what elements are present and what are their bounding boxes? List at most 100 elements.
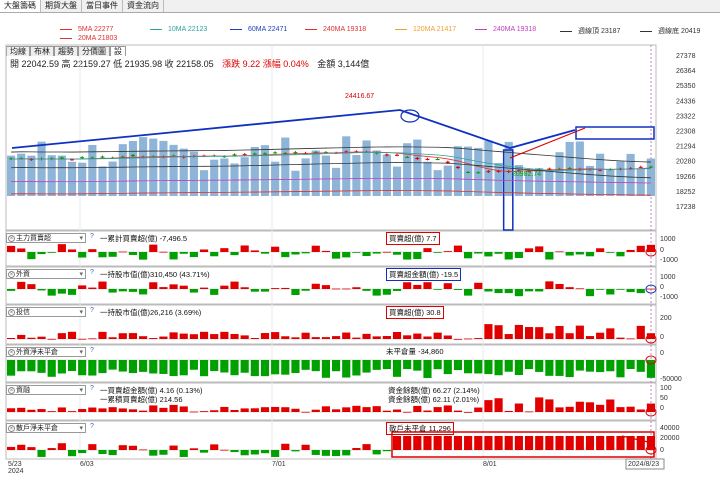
indicator-bar [220,331,229,339]
close-icon[interactable]: × [8,425,15,432]
indicator-bar [210,252,219,257]
volume-bar [37,141,46,196]
subtab-settings[interactable]: 設 [110,46,126,56]
help-icon[interactable]: ? [90,269,94,276]
indicator-bar [139,336,148,339]
indicator-bar [271,360,280,375]
legend-swatch [475,29,487,30]
candle-body [283,152,288,154]
close-icon[interactable]: × [8,309,15,316]
price-axis-label: 27378 [676,53,696,60]
indicator-bar [88,287,97,289]
volume-bar [332,167,341,196]
indicator-bar [545,333,554,339]
panel-axis-label: 50 [660,395,668,402]
low-annotation: 20982.74 [512,171,541,178]
indicator-bar [7,245,16,252]
candle-body [313,152,318,154]
subtab-trend[interactable]: 趨勢 [54,46,78,56]
legend-item: 週線頂 23187 [560,26,620,36]
indicator-bar [98,331,107,339]
indicator-bar [403,282,412,289]
indicator-bar [149,360,158,374]
indicator-bar [504,436,513,450]
help-icon[interactable]: ? [90,385,94,392]
panel-info-text: 一持股市值(億)26,216 (3.69%) [100,308,202,317]
indicator-select[interactable]: 外資 × [6,269,86,280]
help-icon[interactable]: ? [90,423,94,430]
candle-body [262,153,267,155]
indicator-bar [57,407,66,412]
volume-bar [281,137,290,196]
tab-futures[interactable]: 期貨大盤 [41,0,82,12]
indicator-bar [17,444,26,450]
indicator-bar [494,436,503,450]
indicator-bar [636,436,645,450]
indicator-bar [372,289,381,296]
indicator-bar [392,331,402,339]
indicator-bar [474,360,483,374]
indicator-bar [281,287,290,289]
volume-bar [372,150,381,196]
indicator-bar [453,436,463,450]
indicator-bar [342,360,351,378]
indicator-bar [514,289,523,297]
indicator-bar [474,282,483,289]
indicator-bar [443,335,452,339]
panel-value-box: 未平倉量 -34,860 [386,347,444,356]
price-panel-frame [5,44,657,231]
close-icon[interactable]: × [8,387,15,394]
indicator-bar [78,360,87,376]
indicator-bar [7,338,16,339]
indicator-bar [321,337,330,339]
indicator-select[interactable]: 散戶淨未平倉 × [6,423,86,434]
volume-bar [555,152,564,196]
candle-body [445,161,450,163]
tab-fund-flow[interactable]: 資金流向 [123,0,164,12]
indicator-bar [108,360,117,370]
indicator-bar [524,327,534,339]
indicator-select[interactable]: 資融 × [6,385,86,396]
indicator-select[interactable]: 主力買賣超 × [6,233,86,244]
legend-item: 60MA 22471 [230,26,287,33]
indicator-bar [332,360,341,372]
indicator-bar [291,450,300,452]
close-icon[interactable]: × [8,349,15,356]
panel-axis-label: 0 [660,247,664,254]
indicator-bar [382,450,391,452]
ohlc-volume: 金額 3,144億 [317,59,370,69]
price-axis-label: 17238 [676,204,696,211]
indicator-bar [128,333,138,339]
help-icon[interactable]: ? [90,307,94,314]
indicator-bar [37,450,46,457]
indicator-bar [616,252,625,257]
indicator-bar [250,250,259,252]
candle-body [130,154,135,157]
candle-body [638,166,643,168]
candle-body [425,158,430,160]
indicator-bar [108,289,117,293]
close-icon[interactable]: × [8,235,15,242]
tab-daily-events[interactable]: 當日事件 [82,0,123,12]
indicator-bar [464,411,473,413]
tab-market-chips[interactable]: 大盤籌碼 [0,0,41,12]
subtab-volume-profile[interactable]: 分價圖 [78,46,110,56]
volume-bar [210,159,219,196]
indicator-bar [443,283,452,289]
panel-axis-label: -50000 [660,376,682,383]
close-icon[interactable]: × [8,271,15,278]
indicator-select[interactable]: 投信 × [6,307,86,318]
indicator-bar [352,360,361,376]
help-icon[interactable]: ? [90,347,94,354]
help-icon[interactable]: ? [90,233,94,240]
indicator-bar [596,248,605,252]
indicator-bar [271,288,280,289]
indicator-bar [403,411,412,413]
panel-axis-label: -1000 [660,257,678,264]
indicator-select[interactable]: 外資淨未平倉 × [6,347,86,358]
indicator-bar [189,360,198,370]
indicator-bar [524,248,534,252]
subtab-bollinger[interactable]: 布林 [30,46,54,56]
indicator-bar [555,360,564,376]
